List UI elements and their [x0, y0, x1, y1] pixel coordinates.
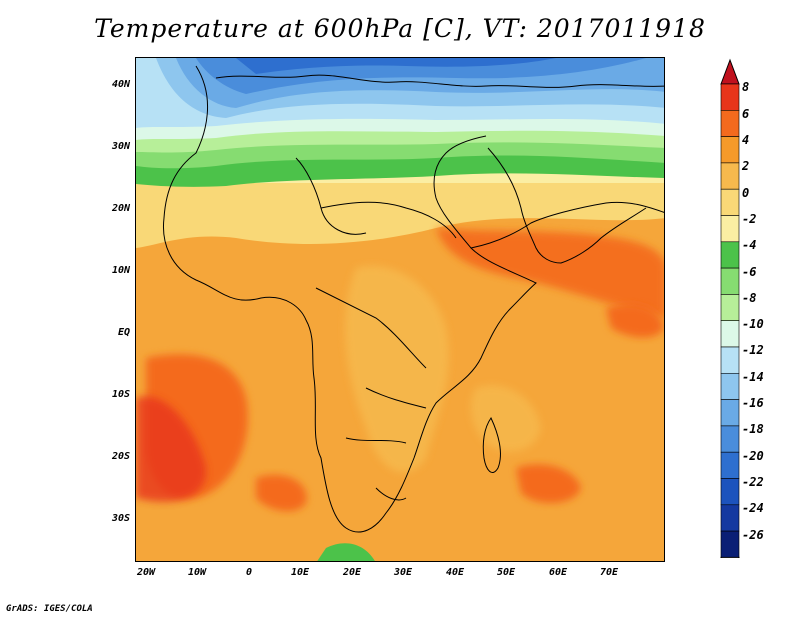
lat-label-30n: 30N [111, 141, 130, 152]
colorbar-swatch [720, 188, 740, 216]
colorbar [720, 58, 740, 558]
colorbar-label: 6 [742, 107, 750, 121]
lon-label-70e: 70E [599, 567, 619, 578]
colorbar-label: -10 [742, 317, 764, 331]
lon-label-30e: 30E [393, 567, 413, 578]
colorbar-label: 4 [742, 133, 750, 147]
map-panel [135, 57, 665, 562]
colorbar-label: 2 [742, 159, 750, 173]
colorbar-swatch [720, 399, 740, 427]
colorbar-label: -4 [742, 238, 757, 252]
colorbar-label: -2 [742, 212, 757, 226]
colorbar-label: -14 [742, 370, 764, 384]
lon-label-0: 0 [245, 567, 253, 578]
colorbar-label: 0 [742, 186, 750, 200]
colorbar-swatch [720, 215, 740, 243]
lon-label-10e: 10E [290, 567, 310, 578]
lat-label-30s: 30S [111, 513, 130, 524]
colorbar-swatch [720, 162, 740, 190]
colorbar-label: -12 [742, 343, 764, 357]
colorbar-label: -8 [742, 291, 757, 305]
colorbar-swatch [720, 109, 740, 137]
map-title: Temperature at 600hPa [C], VT: 201701191… [94, 14, 706, 43]
colorbar-swatch [720, 83, 740, 111]
lat-label-10n: 10N [111, 265, 130, 276]
lon-label-20w: 20W [136, 567, 156, 578]
colorbar-swatch [720, 294, 740, 321]
lat-label-20s: 20S [111, 451, 130, 462]
lat-label-10s: 10S [111, 389, 130, 400]
colorbar-swatch [720, 136, 740, 164]
colorbar-under-arrow [720, 556, 740, 558]
colorbar-swatch [720, 346, 740, 374]
colorbar-label: -6 [742, 265, 757, 279]
lon-label-40e: 40E [445, 567, 465, 578]
colorbar-over-arrow [720, 58, 740, 85]
colorbar-swatch [720, 372, 740, 400]
colorbar-swatch [720, 267, 740, 295]
colorbar-label: -20 [742, 449, 764, 463]
colorbar-swatch [720, 320, 740, 348]
colorbar-label: -18 [742, 422, 764, 436]
colorbar-swatch [720, 425, 740, 453]
colorbar-label: -16 [742, 396, 764, 410]
colorbar-swatch [720, 241, 740, 269]
lon-label-50e: 50E [496, 567, 516, 578]
lat-label-20n: 20N [111, 203, 130, 214]
colorbar-label: -22 [742, 475, 764, 489]
colorbar-swatch [720, 530, 740, 558]
lon-label-60e: 60E [548, 567, 568, 578]
lon-label-20e: 20E [342, 567, 362, 578]
temperature-field [136, 58, 664, 561]
coastline [162, 65, 664, 533]
lat-label-40n: 40N [111, 79, 130, 90]
colorbar-swatch [720, 478, 740, 506]
colorbar-swatch [720, 504, 740, 532]
lat-label-eq: EQ [117, 327, 130, 338]
colorbar-label: -26 [742, 528, 764, 542]
footer-credit: GrADS: IGES/COLA [6, 604, 93, 614]
colorbar-swatch [720, 451, 740, 479]
lon-label-10w: 10W [187, 567, 207, 578]
colorbar-label: 8 [742, 80, 750, 94]
colorbar-label: -24 [742, 501, 764, 515]
